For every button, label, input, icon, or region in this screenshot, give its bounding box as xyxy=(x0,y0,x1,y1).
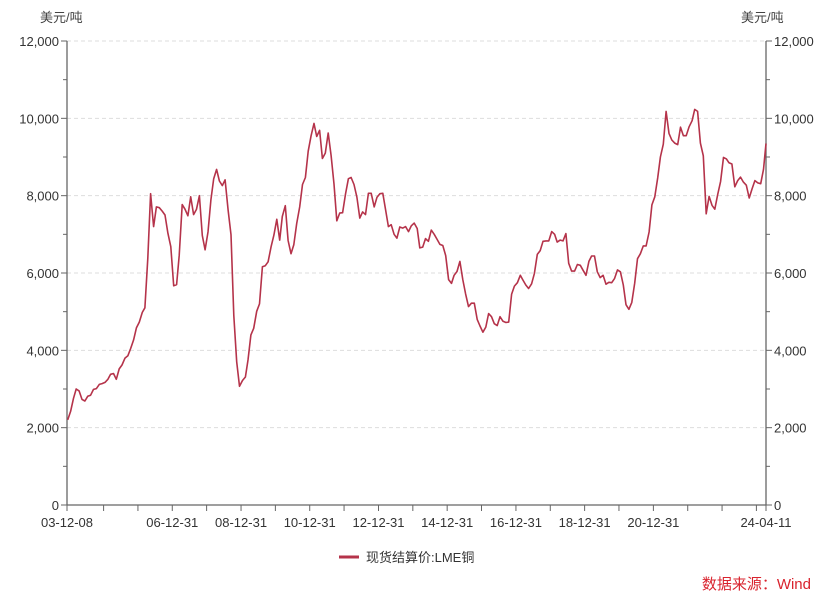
right-axis-unit: 美元/吨 xyxy=(741,10,784,25)
x-tick-label: 14-12-31 xyxy=(421,515,473,530)
legend: 现货结算价:LME铜 xyxy=(339,550,474,565)
x-tick-label: 18-12-31 xyxy=(559,515,611,530)
x-tick-label: 06-12-31 xyxy=(146,515,198,530)
left-y-tick-label: 4,000 xyxy=(26,343,59,358)
x-tick-label: 24-04-11 xyxy=(740,515,791,530)
right-y-tick-label: 4,000 xyxy=(774,343,807,358)
right-y-tick-label: 10,000 xyxy=(774,111,814,126)
left-y-tick-label: 2,000 xyxy=(26,421,59,436)
x-tick-label: 16-12-31 xyxy=(490,515,542,530)
legend-label: 现货结算价:LME铜 xyxy=(366,550,474,565)
right-y-tick-label: 6,000 xyxy=(774,266,807,281)
right-y-tick-label: 8,000 xyxy=(774,189,807,204)
left-y-tick-label: 6,000 xyxy=(26,266,59,281)
x-tick-label: 10-12-31 xyxy=(284,515,336,530)
left-y-tick-label: 0 xyxy=(52,498,59,513)
x-tick-label: 03-12-08 xyxy=(41,515,93,530)
x-tick-label: 20-12-31 xyxy=(627,515,679,530)
data-source: 数据来源：Wind xyxy=(702,576,811,593)
right-y-tick-label: 12,000 xyxy=(774,34,814,49)
series-line-lme-copper xyxy=(66,108,767,421)
x-tick-label: 08-12-31 xyxy=(215,515,267,530)
left-y-tick-label: 8,000 xyxy=(26,189,59,204)
right-y-tick-label: 2,000 xyxy=(774,421,807,436)
right-y-tick-label: 0 xyxy=(774,498,781,513)
left-axis-unit: 美元/吨 xyxy=(40,10,83,25)
x-tick-label: 12-12-31 xyxy=(352,515,404,530)
left-y-tick-label: 12,000 xyxy=(19,34,59,49)
left-y-tick-label: 10,000 xyxy=(19,111,59,126)
